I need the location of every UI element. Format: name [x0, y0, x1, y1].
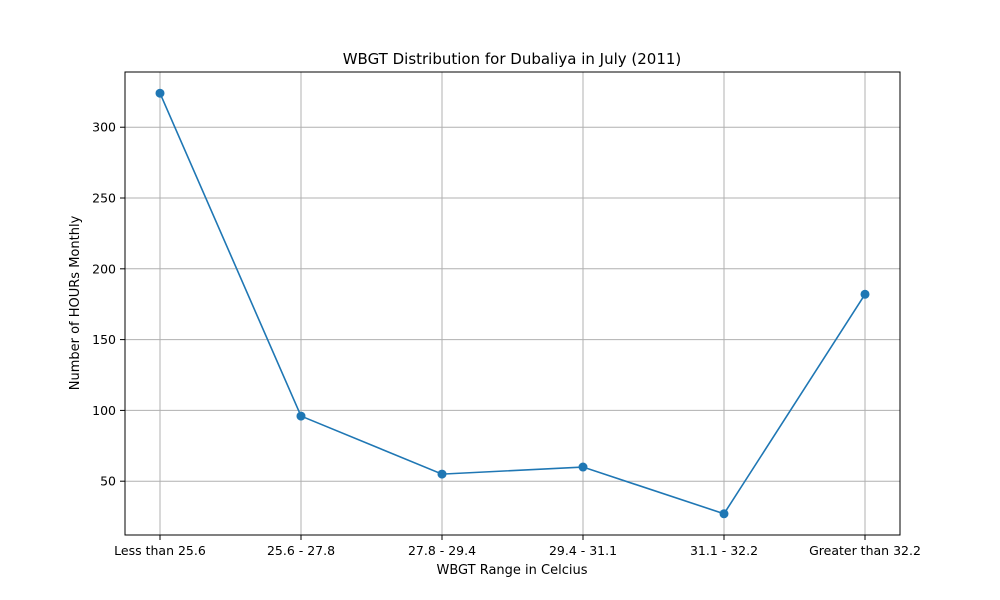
data-point	[296, 411, 306, 421]
y-tick-label: 50	[100, 474, 116, 489]
x-tick-label: 31.1 - 32.2	[690, 543, 758, 558]
x-axis: Less than 25.6 25.6 - 27.8 27.8 - 29.4 29.4…	[114, 535, 921, 558]
data-point	[578, 462, 588, 472]
x-axis-label: WBGT Range in Celcius	[436, 563, 587, 578]
x-tick-label: 25.6 - 27.8	[267, 543, 335, 558]
y-tick-label: 300	[92, 120, 116, 135]
y-tick-label: 150	[92, 332, 116, 347]
x-tick-label: Less than 25.6	[114, 543, 206, 558]
plot-frame	[124, 71, 901, 536]
data-point	[860, 289, 870, 299]
x-tick-label: 27.8 - 29.4	[408, 543, 476, 558]
y-tick-label: 100	[92, 403, 116, 418]
data-point	[719, 509, 729, 519]
data-point	[437, 469, 447, 479]
chart-title: WBGT Distribution for Dubaliya in July (…	[343, 50, 682, 68]
grid	[125, 72, 900, 535]
x-tick-label: Greater than 32.2	[809, 543, 921, 558]
series	[155, 88, 870, 519]
y-axis-label: Number of HOURs Monthly	[68, 215, 83, 390]
y-axis: 50 100 150 200 250 300	[92, 120, 125, 489]
y-tick-label: 200	[92, 261, 116, 276]
y-tick-label: 250	[92, 191, 116, 206]
data-point	[155, 88, 165, 98]
x-tick-label: 29.4 - 31.1	[549, 543, 617, 558]
series-line	[159, 92, 866, 515]
